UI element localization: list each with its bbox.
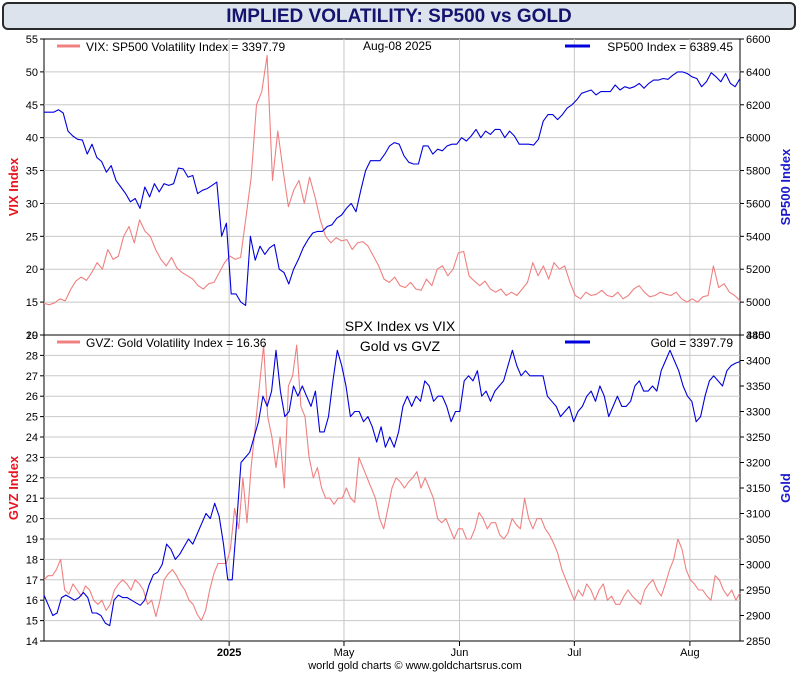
right-tick-label: 3000 xyxy=(746,560,770,572)
right-tick-label: 3450 xyxy=(746,330,770,342)
right-tick-label: 5600 xyxy=(746,198,770,210)
left-tick-label: 26 xyxy=(26,391,38,403)
x-tick-label: May xyxy=(334,647,355,659)
right-tick-label: 3350 xyxy=(746,381,770,393)
x-tick-label: Jun xyxy=(451,647,469,659)
left-tick-label: 21 xyxy=(26,493,38,505)
left-tick-label: 40 xyxy=(26,133,38,145)
series-line-volatility xyxy=(43,344,741,622)
right-tick-label: 2950 xyxy=(746,585,770,597)
left-tick-label: 25 xyxy=(26,412,38,424)
panel-title-gold: Gold vs GVZ xyxy=(360,338,441,354)
right-tick-label: 3050 xyxy=(746,534,770,546)
left-tick-label: 29 xyxy=(26,330,38,342)
date-label: Aug-08 2025 xyxy=(363,39,432,53)
right-tick-label: 5200 xyxy=(746,264,770,276)
series-line-price xyxy=(44,71,741,306)
left-tick-label: 16 xyxy=(26,595,38,607)
right-tick-label: 3100 xyxy=(746,509,770,521)
right-tick-label: 6200 xyxy=(746,100,770,112)
chart-title: IMPLIED VOLATILITY: SP500 vs GOLD xyxy=(226,6,572,27)
left-axis-title: GVZ Index xyxy=(6,455,21,520)
right-tick-label: 6000 xyxy=(746,133,770,145)
right-tick-label: 3150 xyxy=(746,483,770,495)
left-tick-label: 15 xyxy=(26,297,38,309)
title-bar: IMPLIED VOLATILITY: SP500 vs GOLD xyxy=(2,2,796,30)
legend-price: SP500 Index = 6389.45 xyxy=(607,40,733,54)
right-tick-label: 6400 xyxy=(746,67,770,79)
left-tick-label: 23 xyxy=(26,452,38,464)
right-tick-label: 5400 xyxy=(746,231,770,243)
left-tick-label: 25 xyxy=(26,231,38,243)
left-tick-label: 28 xyxy=(26,350,38,362)
right-tick-label: 3200 xyxy=(746,458,770,470)
left-tick-label: 20 xyxy=(26,264,38,276)
right-tick-label: 3250 xyxy=(746,432,770,444)
right-tick-label: 3400 xyxy=(746,356,770,368)
series-line-price xyxy=(43,349,741,627)
right-tick-label: 6600 xyxy=(746,34,770,46)
right-tick-label: 2850 xyxy=(746,636,770,648)
right-axis-title: Gold xyxy=(778,473,793,503)
legend-volatility: VIX: SP500 Volatility Index = 3397.79 xyxy=(86,40,285,54)
footer-credit: world gold charts © www.goldchartsrus.co… xyxy=(307,660,522,672)
left-tick-label: 30 xyxy=(26,198,38,210)
series-line-volatility xyxy=(43,54,741,306)
left-tick-label: 17 xyxy=(26,575,38,587)
right-tick-label: 5000 xyxy=(746,297,770,309)
left-tick-label: 27 xyxy=(26,371,38,383)
left-tick-label: 22 xyxy=(26,473,38,485)
right-tick-label: 4800 xyxy=(746,330,770,342)
left-tick-label: 24 xyxy=(26,432,38,444)
left-tick-label: 55 xyxy=(26,34,38,46)
left-tick-label: 18 xyxy=(26,554,38,566)
legend-price: Gold = 3397.79 xyxy=(651,336,734,350)
x-tick-label: Jul xyxy=(567,647,581,659)
legend-volatility: GVZ: Gold Volatility Index = 16.36 xyxy=(86,336,267,350)
left-tick-label: 15 xyxy=(26,616,38,628)
left-tick-label: 14 xyxy=(26,636,38,648)
left-tick-label: 35 xyxy=(26,166,38,178)
left-axis-title: VIX Index xyxy=(6,157,21,216)
left-tick-label: 10 xyxy=(26,330,38,342)
x-tick-label: 2025 xyxy=(217,647,241,659)
x-tick-label: Aug xyxy=(680,647,700,659)
left-tick-label: 20 xyxy=(26,514,38,526)
plot-area xyxy=(43,38,741,642)
left-tick-label: 50 xyxy=(26,67,38,79)
panel-title-spx: SPX Index vs VIX xyxy=(345,318,456,334)
right-axis-title: SP500 Index xyxy=(778,148,793,225)
left-tick-label: 45 xyxy=(26,100,38,112)
right-tick-label: 2900 xyxy=(746,611,770,623)
right-tick-label: 3300 xyxy=(746,407,770,419)
left-tick-label: 19 xyxy=(26,534,38,546)
right-tick-label: 5800 xyxy=(746,166,770,178)
